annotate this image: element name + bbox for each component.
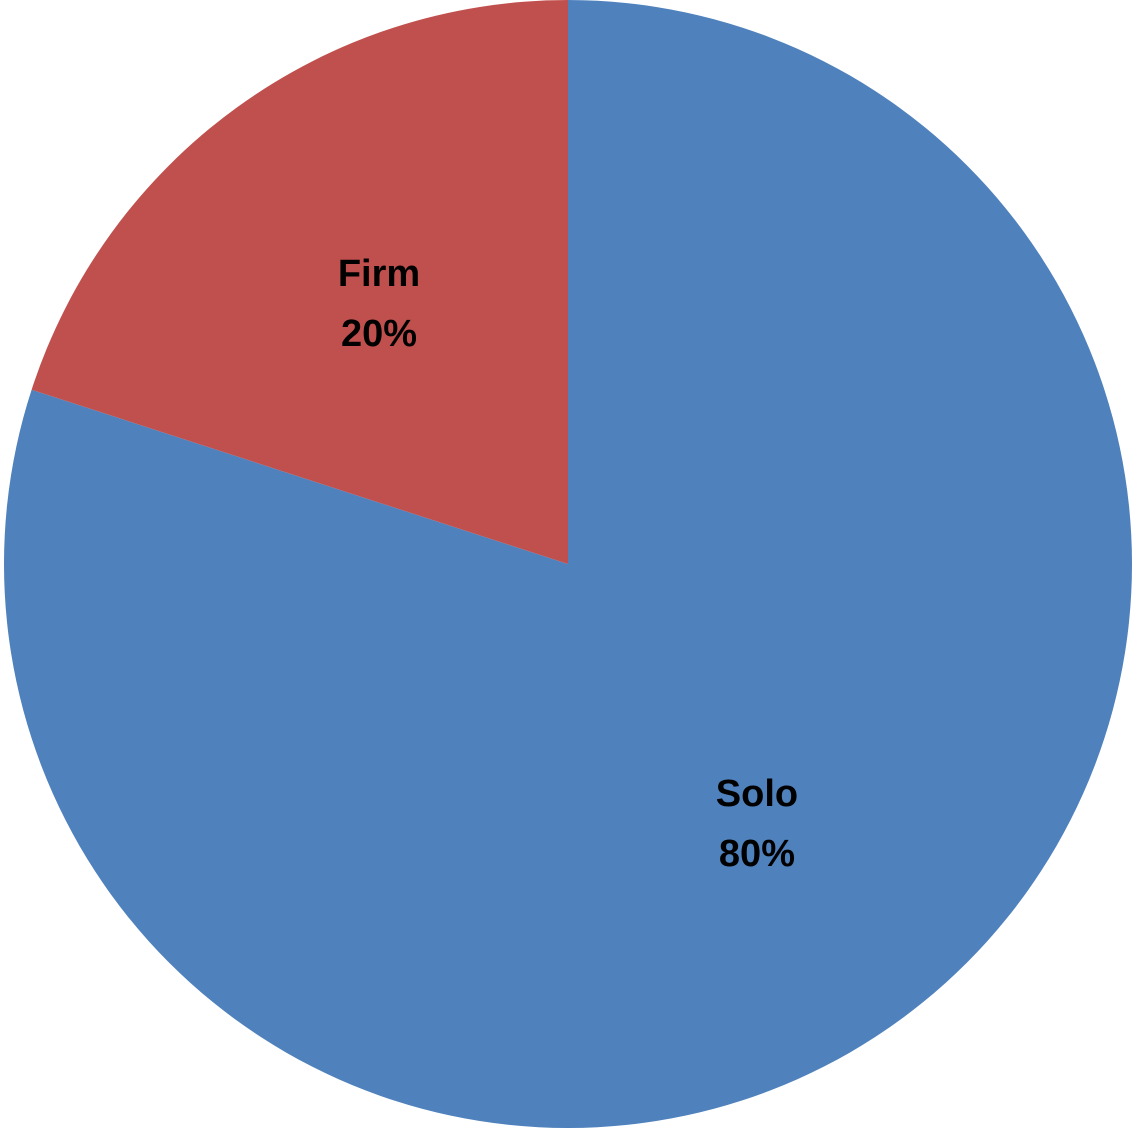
- pie-label-value-firm: 20%: [341, 313, 417, 355]
- pie-label-name-firm: Firm: [338, 253, 420, 295]
- pie-slice-firm: [31, 0, 568, 564]
- pie-label-name-solo: Solo: [716, 773, 798, 815]
- pie-label-value-solo: 80%: [719, 833, 795, 875]
- pie-slice-solo: [3, 0, 1132, 1128]
